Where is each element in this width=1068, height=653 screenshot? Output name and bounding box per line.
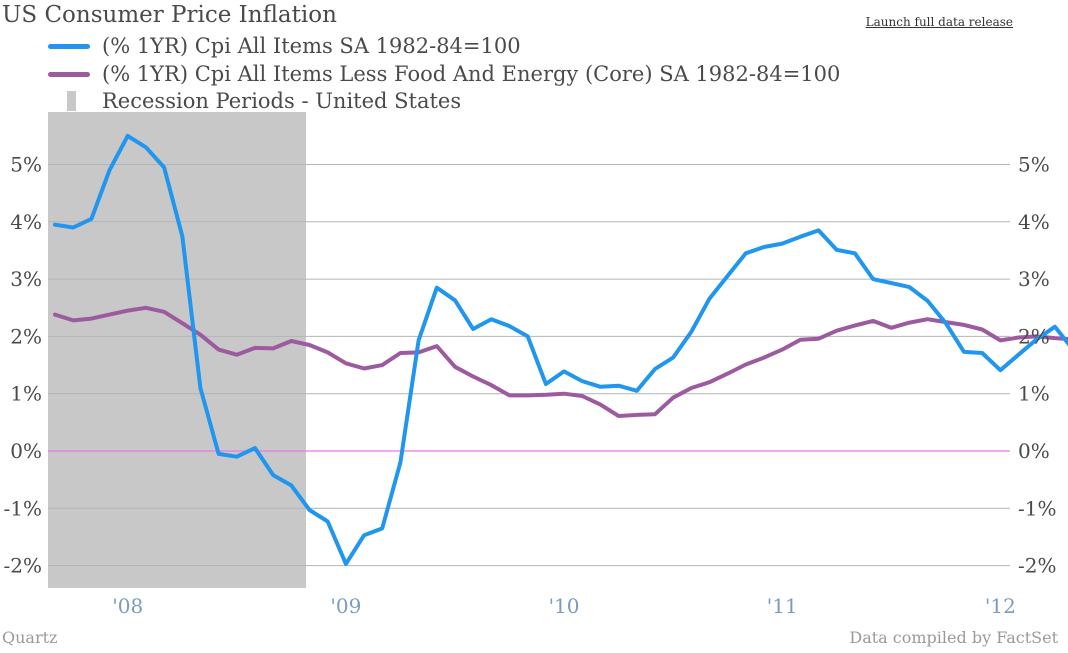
y-tick-label-left: 1% [10,382,42,406]
legend-label-recession: Recession Periods - United States [102,89,462,113]
y-tick-label-right: 2% [1018,324,1050,348]
y-tick-label-left: 4% [10,210,42,234]
y-tick-label-left: 3% [10,267,42,291]
y-tick-label-right: 1% [1018,382,1050,406]
series-layer [53,133,1068,566]
legend-item-cpi-core: (% 1YR) Cpi All Items Less Food And Ener… [48,62,840,86]
legend-swatch-cpi-all [48,43,90,49]
chart-title: US Consumer Price Inflation [2,2,337,28]
legend-swatch-recession [67,91,76,111]
y-tick-label-left: -1% [4,496,43,520]
legend-item-recession: Recession Periods - United States [48,89,461,113]
footer-source-left: Quartz [2,628,58,647]
y-tick-label-left: -2% [4,554,43,578]
y-tick-label-left: 0% [10,439,42,463]
y-tick-label-right: 3% [1018,267,1050,291]
y-tick-label-left: 5% [10,153,42,177]
x-tick-label: '10 [549,594,580,618]
y-tick-label-right: 4% [1018,210,1050,234]
y-axis-left: -2% -1% 0% 1% 2% 3% 4% 5% [4,153,43,578]
y-tick-label-right: -2% [1018,554,1057,578]
launch-full-data-release-link[interactable]: Launch full data release [865,15,1013,29]
x-tick-label: '09 [330,594,361,618]
y-tick-label-right: -1% [1018,496,1057,520]
y-tick-label-right: 0% [1018,439,1050,463]
legend-label-cpi-all: (% 1YR) Cpi All Items SA 1982-84=100 [102,34,521,58]
series-line-cpi-core [53,305,1068,418]
x-tick-label: '11 [767,594,798,618]
x-tick-label: '08 [112,594,143,618]
y-tick-label-right: 5% [1018,153,1050,177]
y-tick-label-left: 2% [10,324,42,348]
y-axis-right: -2% -1% 0% 1% 2% 3% 4% 5% [1018,153,1057,578]
legend-label-cpi-core: (% 1YR) Cpi All Items Less Food And Ener… [102,62,841,86]
legend-swatch-cpi-core [48,71,90,77]
x-axis: '08 '09 '10 '11 '12 [112,594,1016,618]
legend-item-cpi-all: (% 1YR) Cpi All Items SA 1982-84=100 [48,34,521,58]
footer-source-right: Data compiled by FactSet [849,628,1058,647]
x-tick-label: '12 [985,594,1016,618]
series-line-cpi-all [53,133,1068,566]
